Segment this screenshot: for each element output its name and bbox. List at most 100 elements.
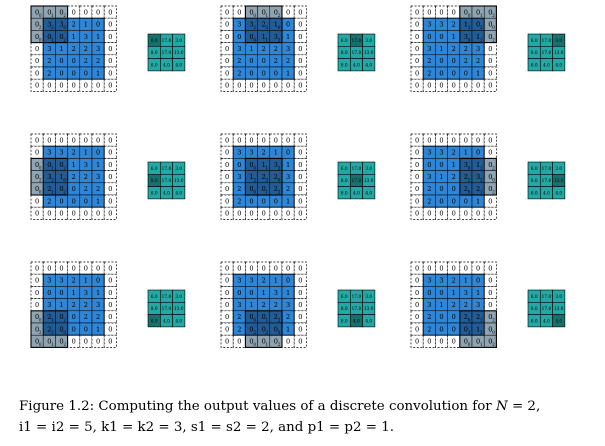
input-cell-value: 2 <box>47 325 51 333</box>
input-cell-value: 1 <box>286 161 290 169</box>
input-cell-value: 0 <box>286 82 290 90</box>
input-cell-value: 0 <box>415 69 419 77</box>
input-cell-value: 0 <box>488 289 492 297</box>
kernel-weight: 2 <box>253 25 256 30</box>
input-cell-value: 0 <box>72 57 76 65</box>
input-border <box>42 17 105 80</box>
input-cell-value: 0 <box>225 277 229 285</box>
input-cell-value: 0 <box>96 338 100 346</box>
output-cell-value: 3.0 <box>365 295 372 300</box>
input-cell-value: 2 <box>274 313 278 321</box>
output-cell <box>172 186 186 200</box>
padding-cell <box>293 78 307 92</box>
input-cell-value: 0 <box>249 136 253 144</box>
input-cell-value: 0 <box>59 185 63 193</box>
input-cell-value: 1 <box>59 45 63 53</box>
input-cell-value: 0 <box>225 210 229 218</box>
input-cell-value: 0 <box>35 136 39 144</box>
input-cell-value: 2 <box>72 45 76 53</box>
input-cell-value: 1 <box>464 149 468 157</box>
output-cell-value: 17.0 <box>352 179 362 184</box>
input-cell-value: 0 <box>249 210 253 218</box>
input-cell-value: 0 <box>286 264 290 272</box>
convolution-step: 0 0 0 0 0 0 00 3 3 2 1 0 00 0 0 1 3 1 00 3 1 2 2 3 00 2 0 0 2 0 2 1 0 20 2… <box>410 261 566 348</box>
input-cell-value: 0 <box>262 185 266 193</box>
input-cell-value: 0 <box>84 197 88 205</box>
input-cell-value: 0 <box>225 149 229 157</box>
input-cell-value: 1 <box>249 301 253 309</box>
input-cell-value: 3 <box>476 173 480 181</box>
input-cell-value: 0 <box>415 277 419 285</box>
input-cell-value: 3 <box>427 173 431 181</box>
input-cell-value: 3 <box>464 161 468 169</box>
input-cell-value: 0 <box>108 173 112 181</box>
input-cell-value: 0 <box>237 8 241 16</box>
input-cell-value: 2 <box>274 45 278 53</box>
input-cell-value: 3 <box>47 277 51 285</box>
input-cell-value: 0 <box>298 82 302 90</box>
input-cell-value: 0 <box>415 338 419 346</box>
input-cell-value: 0 <box>298 210 302 218</box>
input-cell-value: 0 <box>415 301 419 309</box>
input-cell-value: 0 <box>35 21 39 29</box>
input-cell-value: 0 <box>274 197 278 205</box>
input-cell-value: 0 <box>262 264 266 272</box>
input-cell-value: 0 <box>108 325 112 333</box>
input-cell-value: 0 <box>35 45 39 53</box>
convolution-step: 0 0 0 0 0 0 00 3 3 2 1 0 00 0 0 0 1 1 3 2 1 00 3 1 2 2 2 2 0 3 00 2 0 0 0 1… <box>220 133 376 220</box>
convolution-step: 0 0 0 0 0 0 00 3 3 2 1 0 00 0 0 1 3 1 00 3 1 2 2 3 00 0 2 1 0 2 0 2 2 00 2… <box>30 261 186 348</box>
kernel-weight: 1 <box>266 13 269 18</box>
input-cell-value: 0 <box>452 264 456 272</box>
input-cell-value: 1 <box>476 325 480 333</box>
input-cell-value: 0 <box>59 325 63 333</box>
input-cell-value: 3 <box>96 45 100 53</box>
input-cell-value: 1 <box>59 301 63 309</box>
input-cell-value: 0 <box>35 325 39 333</box>
input-cell-value: 2 <box>476 313 480 321</box>
input-cell-value: 0 <box>415 313 419 321</box>
input-cell-value: 0 <box>439 325 443 333</box>
input-cell-value: 0 <box>84 338 88 346</box>
input-cell-value: 2 <box>427 313 431 321</box>
input-cell-value: 3 <box>47 21 51 29</box>
output-cell-value: 8.0 <box>151 179 158 184</box>
kernel-weight: 2 <box>492 13 495 18</box>
input-cell-value: 0 <box>464 338 468 346</box>
output-cell <box>362 186 376 200</box>
input-cell-value: 0 <box>452 82 456 90</box>
kernel-weight: 0 <box>468 342 471 347</box>
input-cell-value: 2 <box>47 69 51 77</box>
kernel-weight: 0 <box>468 165 471 170</box>
input-cell-value: 1 <box>439 173 443 181</box>
output-cell-value: 13.0 <box>364 307 374 312</box>
input-cell-value: 3 <box>84 161 88 169</box>
output-cell-value: 3.0 <box>555 39 562 44</box>
kernel-weight: 1 <box>51 37 54 42</box>
input-cell-value: 0 <box>476 82 480 90</box>
input-cell-value: 1 <box>286 197 290 205</box>
input-cell-value: 0 <box>108 289 112 297</box>
input-cell-value: 0 <box>225 33 229 41</box>
input-cell-value: 3 <box>96 173 100 181</box>
input-cell-value: 3 <box>274 161 278 169</box>
input-cell-value: 2 <box>286 313 290 321</box>
input-cell-value: 0 <box>286 8 290 16</box>
input-cell-value: 0 <box>274 325 278 333</box>
input-cell-value: 1 <box>476 33 480 41</box>
input-cell-value: 0 <box>249 313 253 321</box>
kernel-weight: 2 <box>63 13 66 18</box>
output-cell-value: 6.0 <box>531 295 538 300</box>
input-cell-value: 3 <box>59 149 63 157</box>
kernel-weight: 0 <box>253 37 256 42</box>
input-cell-value: 0 <box>262 197 266 205</box>
convolution-step: 0 0 0 0 0 0 00 3 3 2 1 0 00 0 0 1 3 0 1 1 0 20 3 1 2 2 2 3 2 0 00 2 0 0 2 0… <box>410 133 566 220</box>
input-cell-value: 0 <box>298 33 302 41</box>
input-cell-value: 2 <box>237 197 241 205</box>
input-cell-value: 1 <box>439 301 443 309</box>
input-cell-value: 1 <box>452 33 456 41</box>
input-cell-value: 0 <box>84 264 88 272</box>
input-cell-value: 0 <box>274 210 278 218</box>
output-cell-value: 3.0 <box>175 167 182 172</box>
input-cell-value: 0 <box>452 338 456 346</box>
